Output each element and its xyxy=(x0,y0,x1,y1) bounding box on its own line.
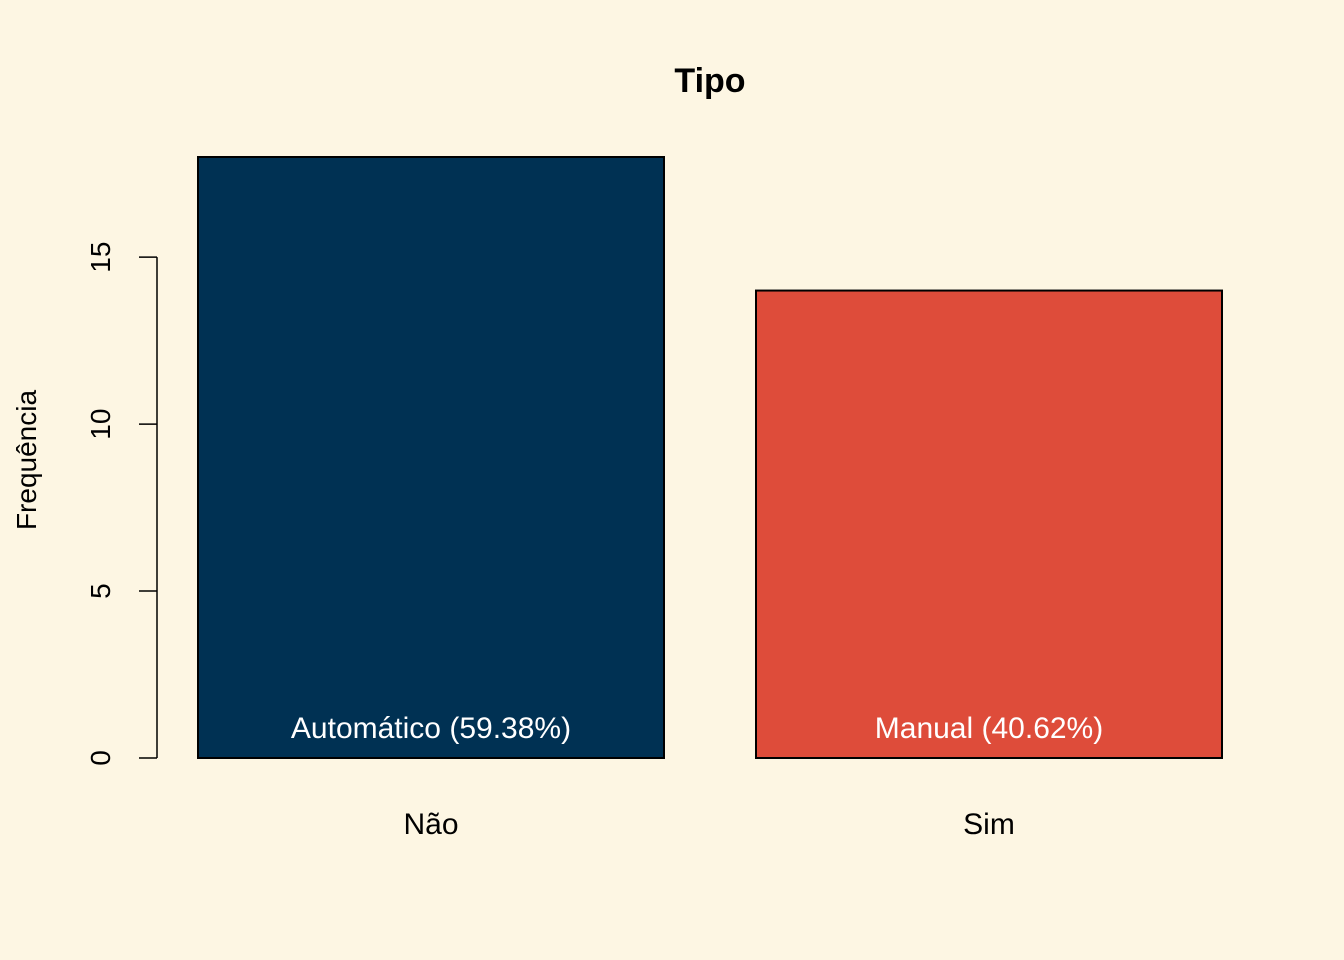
y-tick-label: 0 xyxy=(85,750,116,766)
y-axis: 0 5 10 15 xyxy=(85,242,158,766)
bar-data-label: Manual (40.62%) xyxy=(875,712,1103,745)
y-axis-label: Frequência xyxy=(11,390,42,531)
bar-0 xyxy=(197,156,665,759)
bar-1 xyxy=(755,289,1223,759)
y-tick-label: 10 xyxy=(85,409,116,440)
bars-group: Automático (59.38%) Manual (40.62%) xyxy=(197,156,1223,759)
y-tick-label: 15 xyxy=(85,242,116,273)
bar-data-label: Automático (59.38%) xyxy=(291,712,571,745)
category-label: Sim xyxy=(963,808,1015,841)
y-tick-label: 5 xyxy=(85,583,116,599)
category-label: Não xyxy=(403,808,458,841)
category-labels: Não Sim xyxy=(403,808,1014,841)
chart-title: Tipo xyxy=(674,62,745,100)
